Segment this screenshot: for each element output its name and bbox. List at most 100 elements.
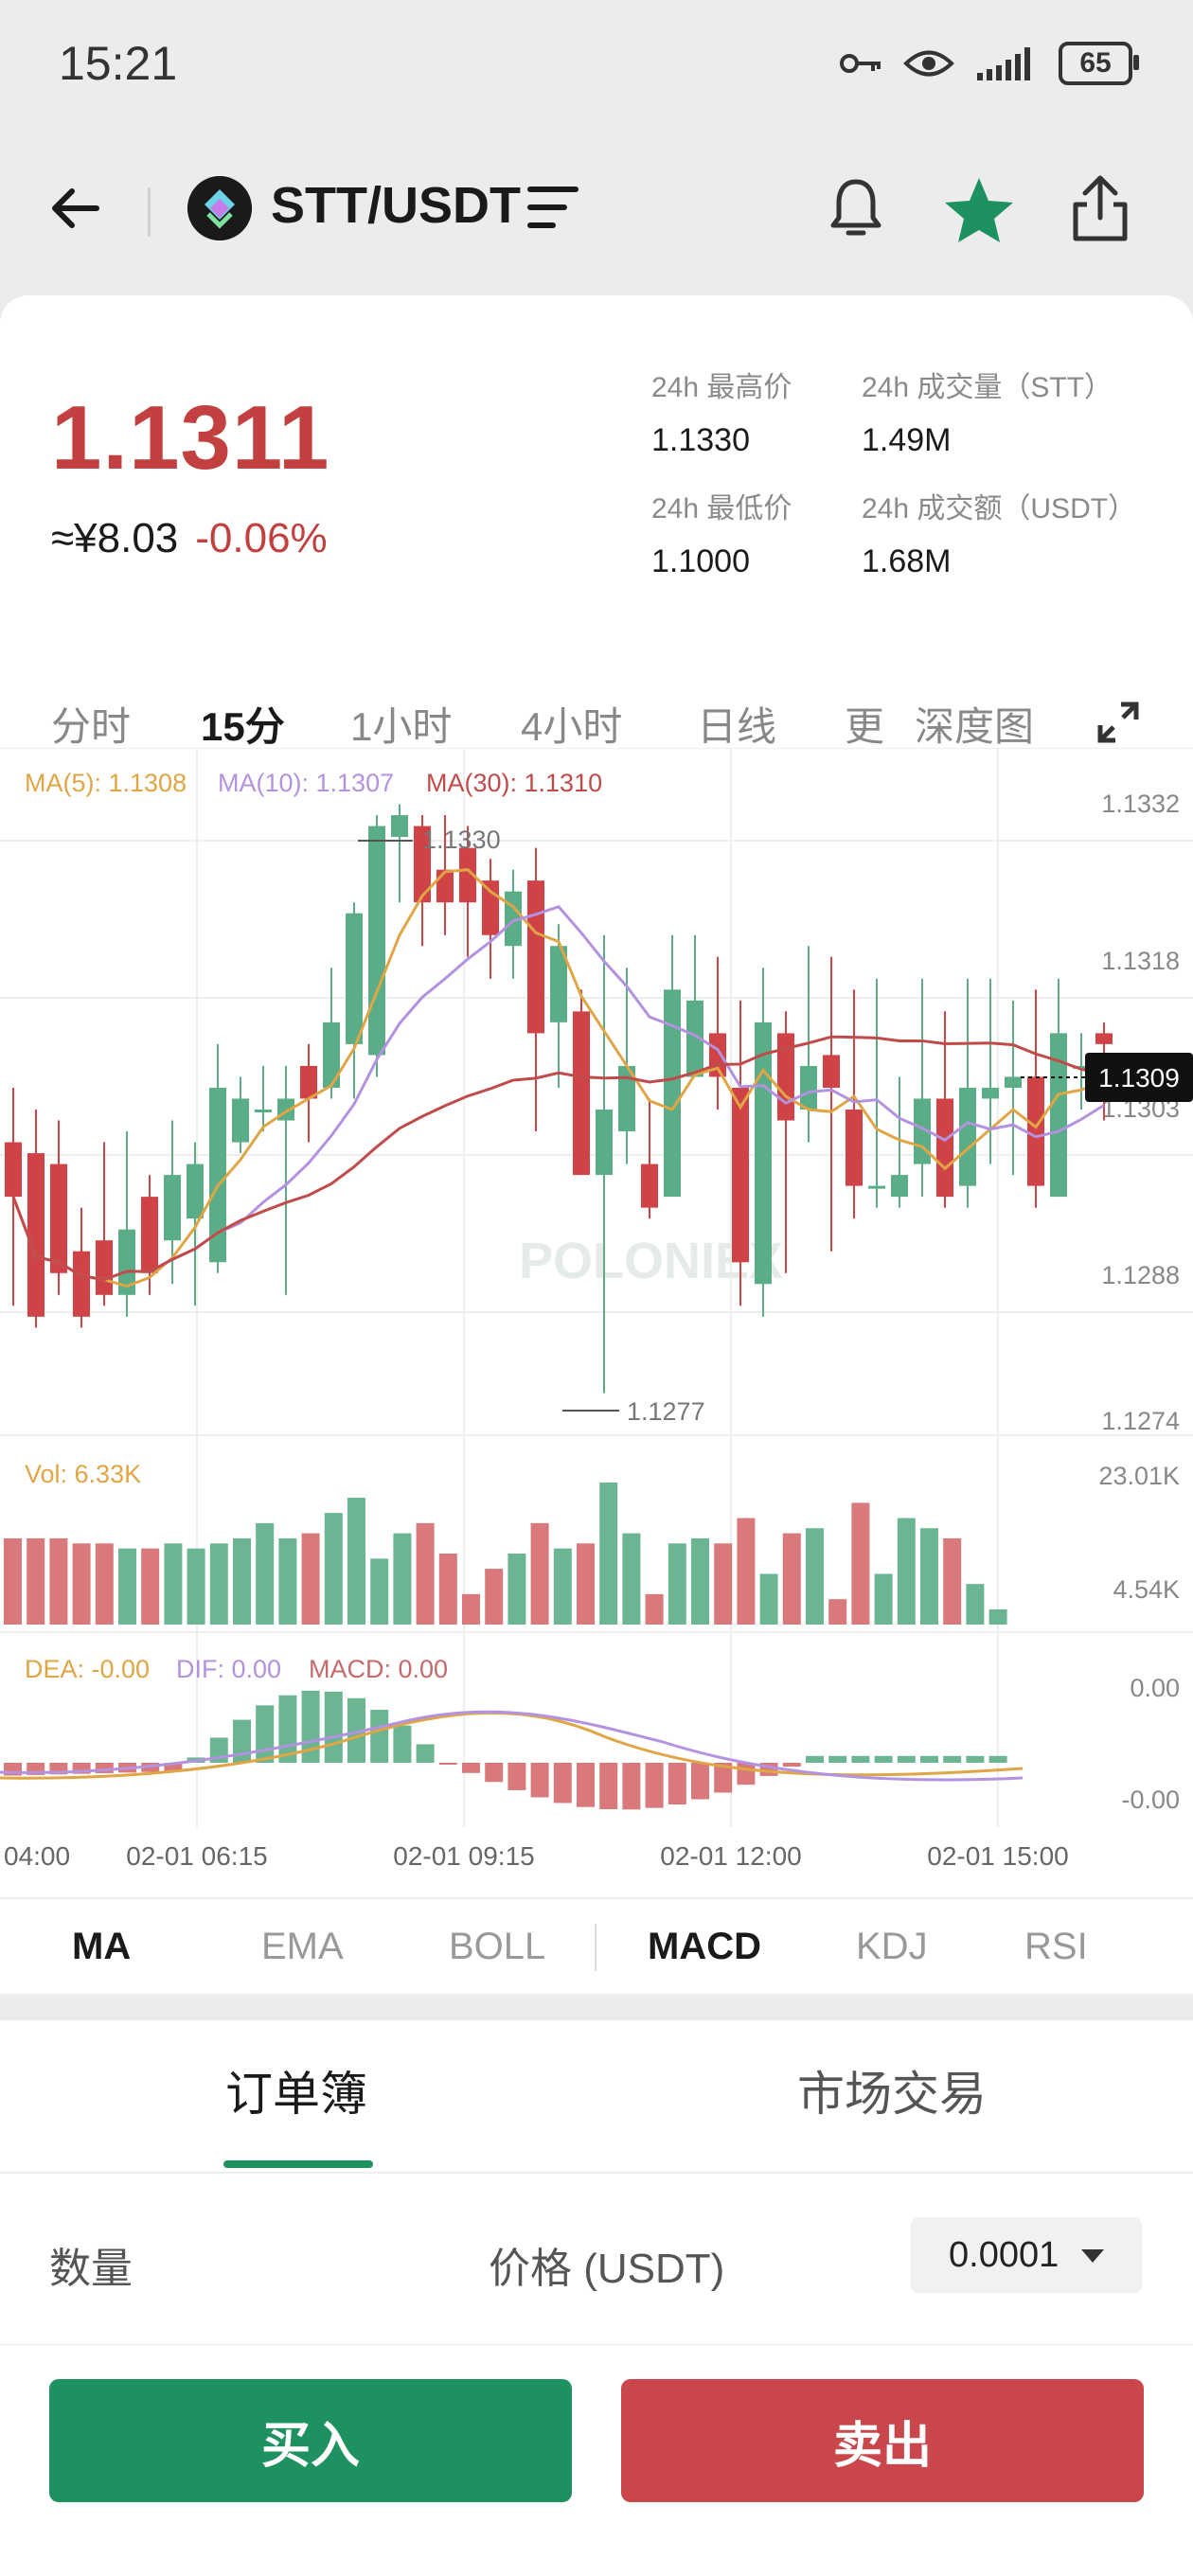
macd-bar [164,1763,183,1772]
chart-area[interactable]: MA(5): 1.1308 MA(10): 1.1307 MA(30): 1.1… [0,747,1193,1917]
volume-bars [4,1483,1007,1625]
volume-bar [95,1543,114,1625]
candle-body [482,880,499,935]
dif-legend: DIF: 0.00 [176,1655,281,1683]
tab-depth[interactable]: 深度图 [915,704,1035,749]
volume-bar [485,1569,504,1625]
macd-bar [851,1755,870,1763]
candle-body [368,826,385,1056]
fullscreen-icon[interactable] [1096,701,1140,744]
candle-body [936,1098,953,1198]
tab-more[interactable]: 更 [845,704,885,749]
candle-body [300,1065,317,1099]
qty-header: 数量 [49,2246,133,2292]
candle-body [573,1011,590,1176]
eye-icon [903,50,954,77]
buy-button[interactable]: 买入 [49,2379,572,2502]
x-tick: 04:00 [4,1841,70,1871]
ma5-legend: MA(5): 1.1308 [25,769,187,797]
macd-bar [599,1763,618,1810]
indicator-rsi[interactable]: RSI [1024,1926,1088,1967]
pair-menu-icon[interactable] [526,184,579,231]
candle-body [1095,1033,1113,1044]
dea-legend: DEA: -0.00 [25,1655,150,1683]
price-sub: ≈¥8.03 -0.06% [51,515,328,562]
macd-bar [462,1763,480,1773]
volume-bar [897,1518,916,1625]
current-price-tag [1085,1053,1193,1102]
candle-body [732,1087,749,1263]
pair-title[interactable]: STT/USDT [271,177,521,234]
volume-bar [301,1533,320,1625]
indicator-boll[interactable]: BOLL [449,1926,546,1967]
stat-amount: 24h 成交额（USDT） 1.68M [862,485,1136,580]
candle-body [414,826,431,903]
macd-bar [416,1744,435,1763]
precision-value: 0.0001 [949,2234,1059,2275]
macd-bar [72,1763,91,1774]
tab-1h[interactable]: 1小时 [350,704,453,749]
ma30-line [11,1035,1105,1282]
indicator-macd[interactable]: MACD [648,1926,761,1967]
volume-bar [72,1543,91,1625]
macd-bar [988,1755,1007,1763]
volume-bar [920,1528,938,1625]
macd-tick: -0.00 [1121,1785,1180,1814]
macd-bar [782,1763,801,1768]
favorite-star-icon[interactable] [943,176,1015,244]
cny-price: ≈¥8.03 [51,515,179,561]
candle-body [436,869,454,903]
volume-bar [966,1584,985,1625]
volume-bar [691,1537,709,1625]
macd-bar [714,1763,733,1793]
price-header: 价格 (USDT) [489,2246,725,2292]
sell-button[interactable]: 卖出 [621,2379,1144,2502]
tab-time[interactable]: 分时 [51,704,132,749]
last-price: 1.1311 [51,387,330,489]
stat-label: 24h 最高价 [651,372,792,403]
candle-body [823,1055,840,1088]
volume-bar [622,1533,641,1625]
candlestick-chart[interactable]: MA(5): 1.1308 MA(10): 1.1307 MA(30): 1.1… [0,747,1193,1912]
candle-body [618,1065,635,1132]
low-marker: 1.1277 [627,1397,705,1426]
stat-value: 1.1000 [651,543,750,579]
volume-bar [553,1548,572,1625]
tab-4h[interactable]: 4小时 [521,704,623,749]
candle-body [800,1065,817,1110]
stat-value: 1.1330 [651,422,750,458]
tab-market-trades[interactable]: 市场交易 [797,2068,987,2121]
battery-icon: 65 [1059,42,1139,85]
share-icon[interactable] [1070,172,1131,244]
macd-bar [874,1755,893,1763]
precision-select[interactable]: 0.0001 [911,2217,1142,2293]
candle-body [846,1110,863,1186]
interval-tabs: 分时 15分 1小时 4小时 日线 更 深度图 [0,666,1193,761]
volume-bar [806,1528,824,1625]
back-arrow-icon[interactable] [47,180,104,237]
macd-bar [324,1691,343,1763]
y-tick: 1.1332 [1101,790,1180,818]
ma5-line [11,868,1105,1288]
market-card: 1.1311 ≈¥8.03 -0.06% 24h 最高价 1.1330 24h 成… [0,295,1193,1999]
tab-daily[interactable]: 日线 [697,704,777,749]
indicator-ma[interactable]: MA [72,1926,132,1967]
indicator-kdj[interactable]: KDJ [856,1926,928,1967]
volume-bar [714,1543,733,1625]
price-change: -0.06% [195,515,328,561]
tab-15m[interactable]: 15分 [201,704,285,749]
status-icons: 65 [839,42,1139,85]
volume-bar [668,1543,686,1625]
volume-bar [324,1513,343,1625]
macd-bar [507,1763,526,1790]
indicator-ema[interactable]: EMA [261,1926,344,1967]
vol-tick: 4.54K [1113,1575,1180,1604]
candle-body [209,1087,226,1263]
tab-orderbook[interactable]: 订单簿 [225,2068,367,2121]
volume-bar [874,1573,893,1625]
volume-bar [347,1498,365,1625]
candle-body [1073,1065,1090,1069]
bell-icon[interactable] [828,176,884,240]
macd-bar [645,1763,664,1808]
candle-body [459,847,476,903]
